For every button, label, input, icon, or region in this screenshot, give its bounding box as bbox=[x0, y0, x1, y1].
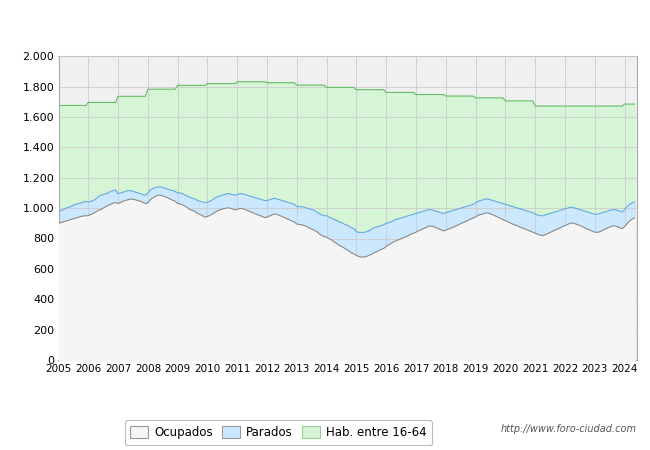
Text: http://www.foro-ciudad.com: http://www.foro-ciudad.com bbox=[501, 424, 637, 434]
Legend: Ocupados, Parados, Hab. entre 16-64: Ocupados, Parados, Hab. entre 16-64 bbox=[125, 420, 432, 445]
Text: Falset - Evolucion de la poblacion en edad de Trabajar Mayo de 2024: Falset - Evolucion de la poblacion en ed… bbox=[73, 16, 577, 31]
